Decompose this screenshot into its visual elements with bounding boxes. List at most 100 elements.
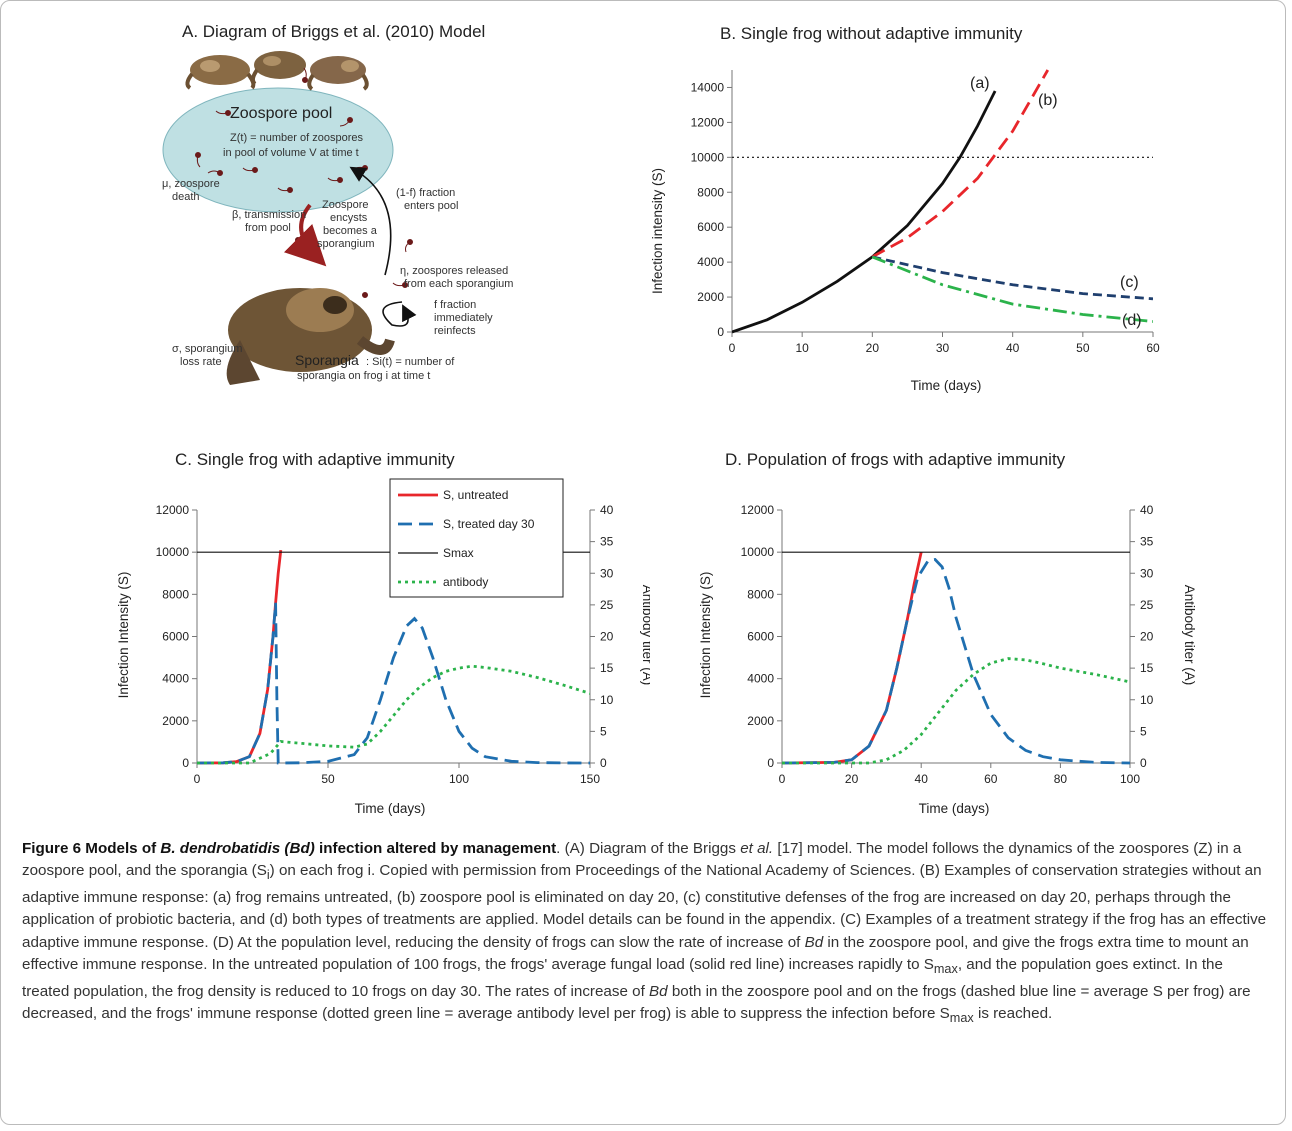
y2-tick-label: 15	[1140, 661, 1154, 675]
x-tick-label: 150	[580, 772, 600, 786]
x-tick-label: 0	[729, 341, 736, 355]
x-tick-label: 30	[936, 341, 950, 355]
caption-sub-max-1: max	[933, 962, 958, 977]
y-tick-label: 6000	[162, 630, 189, 644]
y-tick-label: 6000	[747, 630, 774, 644]
series-line-s-treated-day-30	[782, 558, 1130, 765]
x-tick-label: 60	[1146, 341, 1160, 355]
panel-a-title: A. Diagram of Briggs et al. (2010) Model	[182, 22, 486, 41]
chart-b-xlabel: Time (days)	[911, 378, 982, 393]
legend-box	[389, 478, 564, 598]
y2-tick-label: 10	[600, 693, 614, 707]
y2-tick-label: 20	[1140, 630, 1154, 644]
y-tick-label: 10000	[691, 150, 725, 164]
chart-c-xlabel: Time (days)	[355, 801, 426, 816]
series-label: (a)	[970, 75, 990, 92]
chart-c: 0 50 100 1500200040006000800010000120000510…	[116, 478, 650, 816]
y-tick-label: 12000	[741, 503, 775, 517]
y-tick-label: 10000	[156, 545, 190, 559]
y-tick-label: 12000	[156, 503, 190, 517]
caption-text-4: in the zoospore pool, and give the frogs…	[22, 933, 1249, 974]
chart-c-ylabel: Infection Intensity (S)	[116, 572, 131, 699]
fraction-label-line1: (1-f) fraction	[396, 187, 455, 199]
fraction-label-line2: enters pool	[404, 200, 458, 212]
panel-b-title: B. Single frog without adaptive immunity	[720, 24, 1023, 43]
encyst-label-line3: becomes a	[323, 225, 378, 237]
frog-image-top-right	[307, 56, 369, 91]
encyst-label-line1: Zoospore	[322, 199, 368, 211]
eta-label-line1: η, zoospores released	[400, 265, 508, 277]
chart-d-plot: 0 20 40 60 80 1000200040006000800010000120000…	[741, 503, 1154, 786]
frog-image-bottom	[226, 288, 395, 385]
chart-b: 0 10 20 30 40 50 60 0 2000 4000 6000 8000 10000 12000…	[650, 69, 1160, 393]
series-line-s-untreated	[197, 549, 283, 765]
sigma-label-line2: loss rate	[180, 356, 222, 368]
caption-title-end: infection altered by management	[314, 840, 557, 857]
series-line-c	[871, 255, 1153, 301]
reinfect-label-line2: immediately	[434, 312, 493, 324]
caption-bd-1: Bd	[804, 933, 824, 951]
y2-tick-label: 30	[600, 566, 614, 580]
series-line-a	[732, 90, 997, 334]
mu-label-line2: death	[172, 191, 200, 203]
pool-desc-line1: Z(t) = number of zoospores	[230, 132, 363, 144]
caption-title-start: Figure 6 Models of	[22, 840, 161, 857]
x-tick-label: 100	[1120, 772, 1140, 786]
encyst-label-line4: sporangium	[317, 238, 374, 250]
legend-label: S, treated day 30	[443, 517, 535, 531]
caption-etal: et al.	[740, 840, 774, 857]
series-label: (d)	[1122, 312, 1142, 329]
y-tick-label: 2000	[162, 714, 189, 728]
series-line-d	[871, 255, 1153, 323]
x-tick-label: 50	[1076, 341, 1090, 355]
beta-label-line2: from pool	[245, 222, 291, 234]
reinfect-arrow	[382, 301, 417, 327]
y2-tick-label: 25	[1140, 598, 1154, 612]
release-arrow	[349, 166, 392, 276]
y-tick-label: 14000	[691, 80, 725, 94]
sporangia-desc-line2: sporangia on frog i at time t	[297, 370, 430, 382]
y-tick-label: 2000	[747, 714, 774, 728]
y2-tick-label: 0	[600, 756, 607, 770]
y-tick-label: 8000	[747, 587, 774, 601]
mu-label-line1: μ, zoospore	[162, 178, 220, 190]
caption-bd-2: Bd	[649, 982, 668, 1000]
chart-d-y2label: Antibody titer (A)	[1182, 585, 1197, 686]
caption-text-5: , and the population goes extinct. In th…	[22, 956, 1223, 1000]
y-tick-label: 6000	[697, 220, 724, 234]
series-line-antibody	[197, 664, 590, 765]
x-tick-label: 20	[845, 772, 859, 786]
y-tick-label: 2000	[697, 290, 724, 304]
y2-tick-label: 5	[1140, 724, 1147, 738]
pool-desc-line2: in pool of volume V at time t	[223, 147, 359, 159]
legend-label: S, untreated	[443, 488, 508, 502]
caption-text-7: is reached.	[973, 1004, 1053, 1022]
y2-tick-label: 40	[600, 503, 614, 517]
legend-label: antibody	[443, 575, 488, 589]
y2-tick-label: 35	[1140, 535, 1154, 549]
caption-text-1: . (A) Diagram of the Briggs	[556, 840, 741, 857]
y-tick-label: 10000	[741, 545, 775, 559]
caption-text-6: both in the zoospore pool and on the fro…	[22, 982, 1251, 1022]
zoospore-icons	[195, 67, 413, 298]
y2-tick-label: 40	[1140, 503, 1154, 517]
pool-title: Zoospore pool	[230, 105, 332, 122]
chart-b-plot: 0 10 20 30 40 50 60 0 2000 4000 6000 8000 10000 12000…	[691, 69, 1160, 355]
reinfect-label-line1: f fraction	[434, 299, 476, 311]
figure-caption: Figure 6 Models of B. dendrobatidis (Bd)…	[22, 838, 1272, 1029]
x-tick-label: 10	[795, 341, 809, 355]
y2-tick-label: 5	[600, 724, 607, 738]
y-tick-label: 8000	[697, 185, 724, 199]
y2-tick-label: 25	[600, 598, 614, 612]
y2-tick-label: 10	[1140, 693, 1154, 707]
sporangia-desc-line1: : Si(t) = number of	[366, 356, 455, 368]
transmission-arrow	[283, 203, 327, 267]
frog-image-top-left	[185, 55, 256, 90]
chart-c-y2label: Antibody titer (A)	[640, 585, 650, 686]
x-tick-label: 100	[449, 772, 469, 786]
sporangia-title: Sporangia	[295, 352, 359, 368]
y2-tick-label: 15	[600, 661, 614, 675]
y2-tick-label: 35	[600, 535, 614, 549]
